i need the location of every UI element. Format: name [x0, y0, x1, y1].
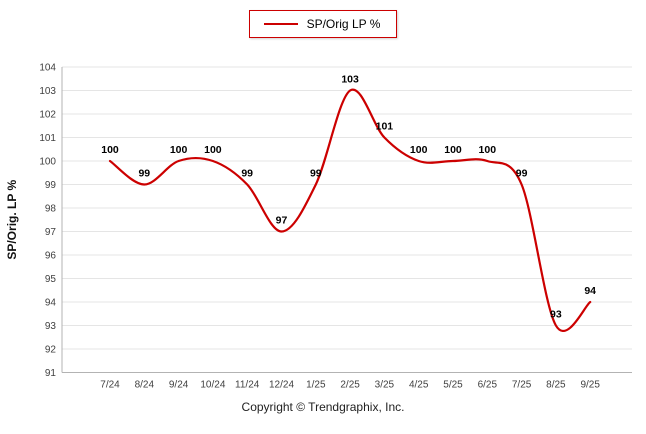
data-label: 100 — [204, 144, 222, 156]
x-tick-label: 2/25 — [340, 380, 360, 391]
x-tick-label: 3/25 — [375, 380, 395, 391]
y-tick-label: 98 — [45, 204, 57, 215]
y-tick-label: 96 — [45, 251, 57, 262]
legend: SP/Orig LP % — [0, 0, 646, 38]
x-tick-label: 8/25 — [546, 380, 566, 391]
data-label: 94 — [584, 285, 596, 297]
data-label: 100 — [170, 144, 188, 156]
x-tick-label: 7/24 — [100, 380, 120, 391]
data-label: 99 — [516, 168, 528, 180]
legend-line-icon — [263, 23, 298, 25]
y-tick-label: 99 — [45, 180, 57, 191]
x-tick-label: 9/24 — [169, 380, 189, 391]
data-label: 97 — [276, 215, 288, 227]
legend-label: SP/Orig LP % — [306, 17, 381, 31]
y-tick-label: 94 — [45, 298, 57, 309]
x-tick-label: 6/25 — [478, 380, 498, 391]
series-line — [108, 88, 592, 332]
x-tick-label: 5/25 — [443, 380, 463, 391]
legend-box: SP/Orig LP % — [248, 10, 398, 38]
x-tick-label: 8/24 — [135, 380, 155, 391]
data-label: 103 — [341, 74, 359, 86]
x-tick-label: 7/25 — [512, 380, 532, 391]
data-label: 99 — [138, 168, 150, 180]
y-tick-label: 95 — [45, 274, 57, 285]
data-label: 101 — [376, 121, 394, 133]
y-tick-label: 103 — [39, 86, 56, 97]
y-tick-label: 102 — [39, 110, 56, 121]
y-axis-title: SP/Orig. LP % — [5, 180, 19, 260]
x-tick-label: 4/25 — [409, 380, 429, 391]
x-tick-label: 9/25 — [580, 380, 600, 391]
y-tick-label: 92 — [45, 345, 57, 356]
y-tick-label: 93 — [45, 321, 57, 332]
line-chart: 91 92 93 94 95 96 97 98 99 100 101 102 103 104 7/24 8/2… — [5, 63, 632, 391]
data-label: 100 — [444, 144, 462, 156]
x-tick-label: 12/24 — [269, 380, 294, 391]
y-tick-label: 100 — [39, 157, 56, 168]
data-label: 100 — [101, 144, 119, 156]
y-tick-label: 101 — [39, 133, 56, 144]
data-label: 99 — [241, 168, 253, 180]
data-label: 93 — [550, 309, 562, 321]
data-label: 100 — [479, 144, 497, 156]
data-label: 99 — [310, 168, 322, 180]
data-label: 100 — [410, 144, 428, 156]
x-tick-label: 11/24 — [235, 380, 260, 391]
x-tick-label: 1/25 — [306, 380, 326, 391]
x-tick-label: 10/24 — [200, 380, 225, 391]
y-tick-label: 104 — [39, 63, 56, 74]
y-tick-label: 97 — [45, 227, 57, 238]
y-tick-label: 91 — [45, 368, 57, 379]
footer-copyright: Copyright © Trendgraphix, Inc. — [241, 400, 405, 414]
